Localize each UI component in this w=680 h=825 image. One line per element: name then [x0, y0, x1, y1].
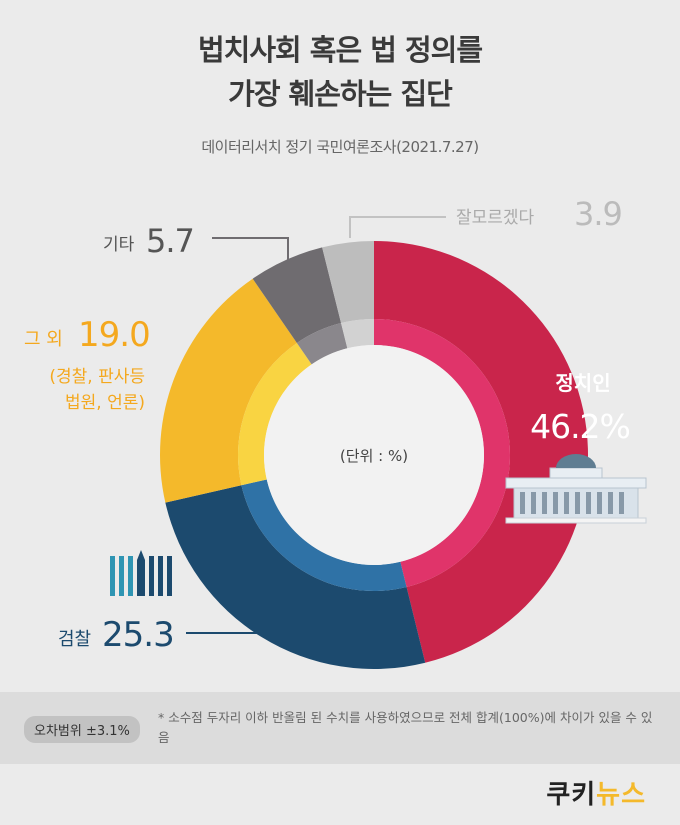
donut-hole [264, 345, 484, 565]
footer-panel: 오차범위 ±3.1% * 소수점 두자리 이하 반올림 된 수치를 사용하였으므… [0, 692, 680, 764]
title-line-2: 가장 훼손하는 집단 [228, 77, 453, 111]
label-prosecution: 검찰 [58, 629, 91, 650]
slice-2 [160, 278, 297, 503]
donut-chart: (단위 : %) 정치인 46.2% 검찰 25.3 그 외 19.0 (경찰,… [24, 195, 647, 669]
value-others: 19.0 [78, 315, 150, 355]
chart-title: 법치사회 혹은 법 정의를 가장 훼손하는 집단 [0, 28, 680, 116]
unit-label: (단위 : %) [340, 447, 408, 465]
value-prosecution: 25.3 [102, 615, 174, 655]
error-margin-badge: 오차범위 ±3.1% [24, 716, 140, 743]
slice-1 [165, 485, 426, 669]
brand-logo: 쿠키뉴스 [546, 774, 646, 811]
slice-inner-band-2 [237, 342, 312, 486]
prosecution-icon [110, 550, 172, 596]
sublabel-others-1: (경찰, 판사등 [49, 367, 145, 387]
value-etc: 5.7 [146, 222, 194, 260]
slice-3 [252, 247, 342, 343]
sublabel-others-2: 법원, 언론) [65, 393, 145, 413]
slice-inner-band-0 [374, 319, 511, 588]
slice-0 [374, 241, 589, 663]
leader-dont-know [349, 216, 446, 238]
chart-source: 데이터리서치 정기 국민여론조사(2021.7.27) [201, 138, 479, 156]
leader-etc [212, 237, 289, 262]
slice-4 [322, 241, 374, 324]
footnote: * 소수점 두자리 이하 반올림 된 수치를 사용하였으므로 전체 합계(100… [158, 710, 653, 745]
donut-slices [160, 241, 589, 669]
label-dont-know: 잘모르겠다 [456, 208, 535, 228]
title-line-1: 법치사회 혹은 법 정의를 [197, 33, 483, 67]
slice-inner-band-1 [241, 479, 407, 591]
value-politicians: 46.2% [530, 407, 630, 446]
slice-inner-band-3 [296, 323, 348, 365]
slice-inner-band-4 [341, 319, 374, 349]
label-others: 그 외 [24, 329, 63, 350]
label-politicians: 정치인 [555, 371, 610, 395]
national-assembly-icon [505, 454, 647, 524]
label-etc: 기타 [103, 235, 135, 255]
brand-part-2: 뉴스 [596, 780, 646, 810]
brand-part-1: 쿠키 [546, 780, 597, 810]
value-dont-know: 3.9 [574, 195, 622, 233]
